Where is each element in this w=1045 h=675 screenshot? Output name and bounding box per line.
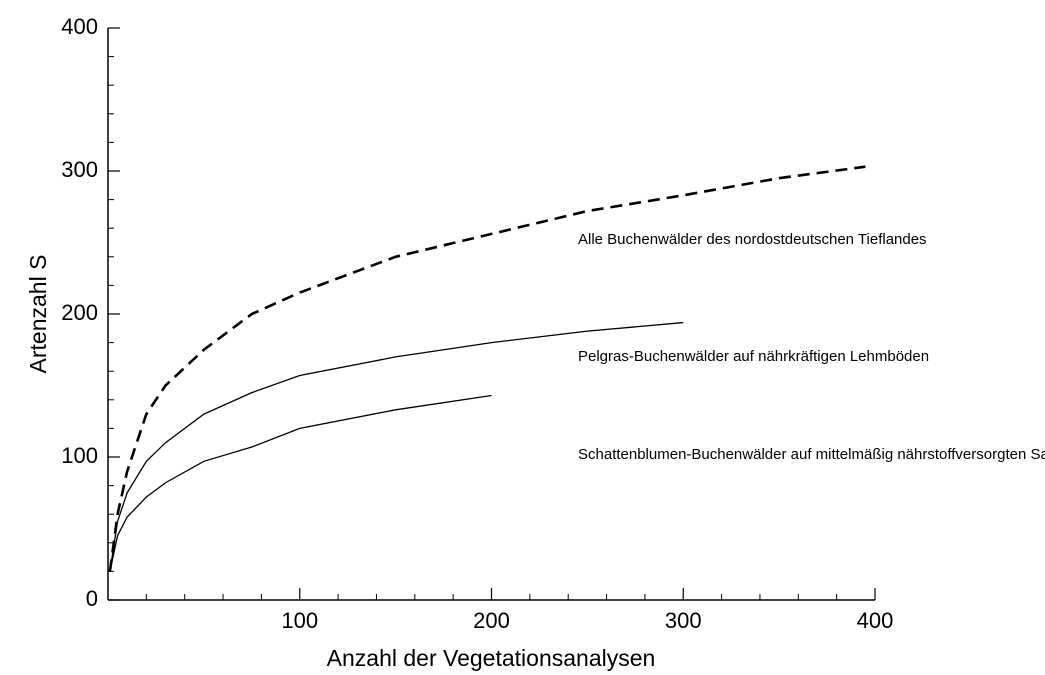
x-tick-label: 400	[857, 608, 894, 633]
y-tick-label: 0	[86, 586, 98, 611]
series-label: Schattenblumen-Buchenwälder auf mittelmä…	[578, 446, 1045, 463]
series-label: Alle Buchenwälder des nordostdeutschen T…	[578, 231, 927, 248]
x-tick-label: 100	[281, 608, 318, 633]
line-series	[109, 321, 684, 572]
line-series	[109, 394, 492, 572]
y-tick-label: 400	[61, 14, 98, 39]
x-tick-label: 200	[473, 608, 510, 633]
y-tick-label: 100	[61, 443, 98, 468]
y-tick-label: 300	[61, 157, 98, 182]
line-series	[108, 165, 866, 572]
y-tick-label: 200	[61, 300, 98, 325]
series-label: Pelgras-Buchenwälder auf nährkräftigen L…	[578, 348, 929, 365]
x-axis-title: Anzahl der Vegetationsanalysen	[327, 645, 656, 671]
y-axis-title: Artenzahl S	[25, 255, 51, 374]
x-tick-label: 300	[665, 608, 702, 633]
